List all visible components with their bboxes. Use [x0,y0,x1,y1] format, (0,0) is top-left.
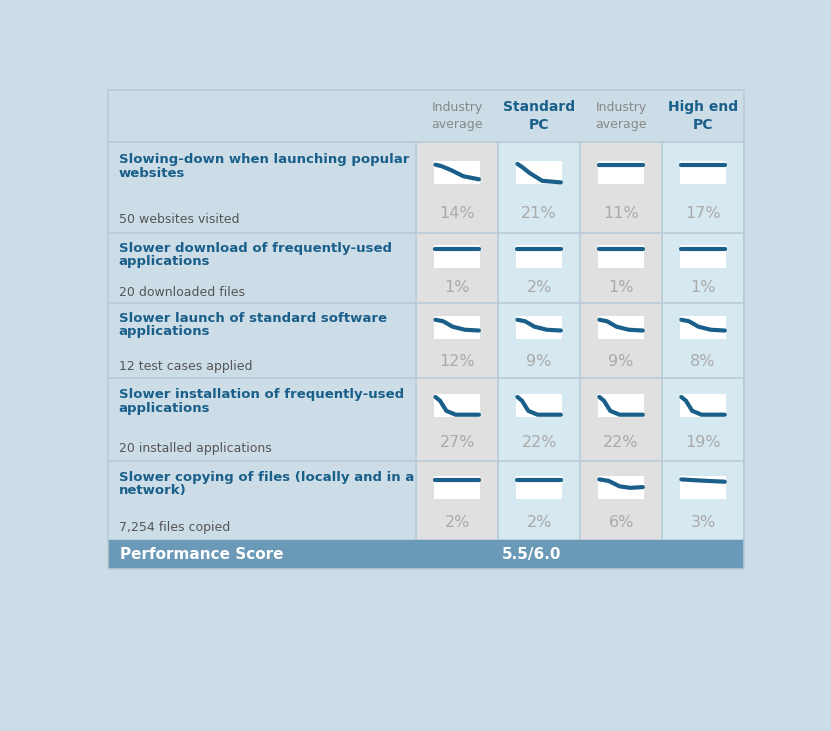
Text: Standard
PC: Standard PC [503,100,575,132]
Bar [434,245,480,268]
Bar [663,143,744,233]
Text: Industry
average: Industry average [431,101,483,131]
Bar [663,303,744,378]
Bar [108,539,744,569]
Text: 1%: 1% [608,280,634,295]
Bar [516,161,563,184]
Text: 2%: 2% [527,280,552,295]
Bar [680,316,726,339]
Text: 20 installed applications: 20 installed applications [119,442,272,455]
Bar [108,90,744,143]
Bar [108,143,416,233]
Bar [499,143,580,233]
Text: 8%: 8% [691,354,715,369]
Bar [434,161,480,184]
Bar [516,316,563,339]
Text: 19%: 19% [686,436,720,450]
Text: 17%: 17% [686,205,720,221]
Text: 12 test cases applied: 12 test cases applied [119,360,252,374]
Bar [680,394,726,417]
Bar [417,378,498,461]
Bar [499,378,580,461]
Bar [597,316,644,339]
Bar [597,161,644,184]
Text: 6%: 6% [608,515,634,530]
Text: 12%: 12% [440,354,475,369]
Bar [108,303,416,378]
Text: 27%: 27% [440,436,475,450]
Bar [597,394,644,417]
Bar [663,461,744,539]
Text: 1%: 1% [445,280,470,295]
Text: 2%: 2% [445,515,470,530]
Text: 9%: 9% [608,354,634,369]
Text: 14%: 14% [440,205,475,221]
Bar [680,476,726,499]
Bar [499,461,580,539]
Bar [597,245,644,268]
Bar [499,233,580,303]
Bar [417,461,498,539]
Bar [581,378,662,461]
Text: Slower copying of files (locally and in a: Slower copying of files (locally and in … [119,471,414,484]
Bar [499,303,580,378]
Text: 7,254 files copied: 7,254 files copied [119,521,230,534]
Bar [663,233,744,303]
Text: Slower download of frequently-used: Slower download of frequently-used [119,241,391,254]
Text: 5.5/6.0: 5.5/6.0 [502,547,561,562]
Text: Slower launch of standard software: Slower launch of standard software [119,311,386,325]
Text: Slower installation of frequently-used: Slower installation of frequently-used [119,388,404,401]
Text: 9%: 9% [527,354,552,369]
Text: applications: applications [119,255,210,268]
Text: Performance Score: Performance Score [120,547,283,562]
Text: applications: applications [119,325,210,338]
Bar [417,143,498,233]
Text: Slowing-down when launching popular: Slowing-down when launching popular [119,154,409,166]
Bar [417,233,498,303]
Bar [434,316,480,339]
Bar [663,378,744,461]
Bar [516,476,563,499]
Bar [680,245,726,268]
Bar [108,233,416,303]
Text: 22%: 22% [521,436,557,450]
Bar [516,394,563,417]
Bar [581,303,662,378]
Text: High end
PC: High end PC [668,100,738,132]
Text: 21%: 21% [521,205,557,221]
Text: Industry
average: Industry average [595,101,647,131]
Bar [108,378,416,461]
Bar [597,476,644,499]
Bar [434,394,480,417]
Text: websites: websites [119,167,185,180]
Text: 22%: 22% [603,436,639,450]
Text: 1%: 1% [691,280,715,295]
Text: 3%: 3% [691,515,715,530]
Bar [581,143,662,233]
Bar [434,476,480,499]
Bar [516,245,563,268]
Text: 2%: 2% [527,515,552,530]
Text: 11%: 11% [603,205,639,221]
Bar [417,303,498,378]
Text: 50 websites visited: 50 websites visited [119,213,239,226]
Bar [680,161,726,184]
Bar [108,461,416,539]
Bar [581,461,662,539]
Text: 20 downloaded files: 20 downloaded files [119,286,244,299]
Text: network): network) [119,485,186,498]
Bar [581,233,662,303]
Text: applications: applications [119,402,210,415]
